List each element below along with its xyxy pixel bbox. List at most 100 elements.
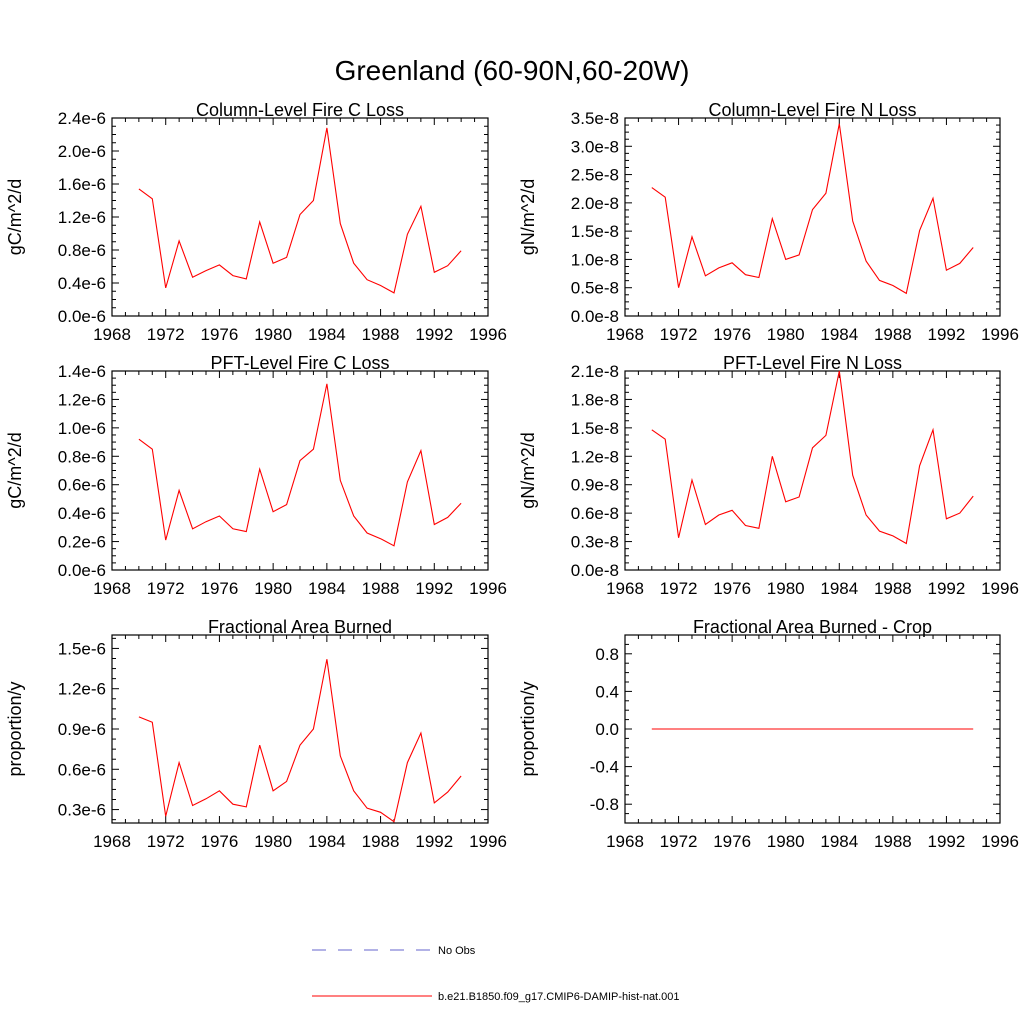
x-tick-label: 1972 [147,325,185,344]
x-tick-label: 1972 [660,832,698,851]
y-tick-label: 0.3e-6 [58,801,106,820]
series-line-1 [651,370,974,545]
plot-frame [624,117,1001,317]
y-tick-label: 1.8e-8 [571,390,619,409]
x-tick-label: 1992 [415,579,453,598]
panels: Column-Level Fire C Loss gC/m^2/d 1968 1972… [5,100,1019,851]
y-tick-label: 1.5e-8 [571,222,619,241]
legend-label-no-obs: No Obs [438,945,476,957]
y-tick-label: 2.0e-8 [571,194,619,213]
y-tick-label: 0.2e-6 [58,533,106,552]
x-tick-label: 1996 [981,832,1019,851]
y-tick-label: 1.2e-8 [571,447,619,466]
x-tick-label: 1988 [874,832,912,851]
x-tick-label: 1968 [606,832,644,851]
x-tick-label: 1976 [713,325,751,344]
x-tick-label: 1976 [201,832,239,851]
y-tick-label: 1.5e-8 [571,419,619,438]
x-tick-label: 1972 [660,579,698,598]
y-tick-label: 2.4e-6 [58,109,106,128]
panel-2: Column-Level Fire N Loss gN/m^2/d 1968 1972… [518,100,1019,344]
y-tick-label: 2.0e-6 [58,142,106,161]
y-tick-label: 0.9e-6 [58,720,106,739]
y-tick-label: 0.6e-8 [571,504,619,523]
x-tick-label: 1984 [820,579,858,598]
y-tick-label: 1.2e-6 [58,680,106,699]
x-tick-label: 1968 [93,832,131,851]
panel-3: PFT-Level Fire C Loss gC/m^2/d 1968 1972 197… [5,353,507,598]
y-tick-label: 0.4e-6 [58,274,106,293]
y-tick-label: -0.8 [590,795,619,814]
x-tick-label: 1992 [928,325,966,344]
x-tick-label: 1984 [308,579,346,598]
y-axis-label: gN/m^2/d [518,179,538,255]
panel-title: Column-Level Fire N Loss [708,100,916,120]
y-tick-label: 1.0e-8 [571,250,619,269]
y-tick-label: 0.4e-6 [58,504,106,523]
x-tick-label: 1984 [308,832,346,851]
x-tick-label: 1988 [362,832,400,851]
x-tick-label: 1984 [308,325,346,344]
x-tick-label: 1976 [713,832,751,851]
panel-4: PFT-Level Fire N Loss gN/m^2/d 1968 1972 197… [518,353,1019,598]
plot-frame [111,117,489,317]
panel-title: Column-Level Fire C Loss [196,100,404,120]
panel-1: Column-Level Fire C Loss gC/m^2/d 1968 1972… [5,100,507,344]
panel-title: Fractional Area Burned [208,617,392,637]
x-tick-label: 1988 [362,325,400,344]
y-tick-label: 3.5e-8 [571,109,619,128]
x-tick-label: 1992 [928,579,966,598]
panel-title: PFT-Level Fire N Loss [723,353,902,373]
series-line-1 [138,659,462,823]
panel-6: Fractional Area Burned - Crop proportion/… [518,617,1019,851]
panel-title: PFT-Level Fire C Loss [210,353,389,373]
y-axis-label: gN/m^2/d [518,432,538,508]
y-tick-label: 0.9e-8 [571,476,619,495]
x-tick-label: 1992 [928,832,966,851]
y-tick-label: 3.0e-8 [571,137,619,156]
y-tick-label: 0.0e-8 [571,561,619,580]
x-tick-label: 1980 [767,832,805,851]
y-tick-label: -0.4 [590,758,619,777]
x-tick-label: 1972 [660,325,698,344]
plot-frame [624,370,1001,571]
y-tick-label: 0.0 [595,720,619,739]
x-tick-label: 1984 [820,832,858,851]
x-tick-label: 1968 [93,579,131,598]
y-tick-label: 0.0e-6 [58,307,106,326]
series-line-1 [138,127,462,294]
x-tick-label: 1968 [93,325,131,344]
plot-frame [111,370,489,571]
x-tick-label: 1996 [469,325,507,344]
x-tick-label: 1996 [469,832,507,851]
x-tick-label: 1976 [713,579,751,598]
y-tick-label: 1.5e-6 [58,639,106,658]
y-tick-label: 0.8e-6 [58,447,106,466]
x-tick-label: 1996 [981,579,1019,598]
x-tick-label: 1980 [254,832,292,851]
x-tick-label: 1980 [767,579,805,598]
y-tick-label: 0.3e-8 [571,533,619,552]
series-line-1 [651,123,974,295]
y-tick-label: 0.6e-6 [58,760,106,779]
x-tick-label: 1980 [767,325,805,344]
x-tick-label: 1968 [606,325,644,344]
x-tick-label: 1996 [469,579,507,598]
x-tick-label: 1996 [981,325,1019,344]
legend-label-run: b.e21.B1850.f09_g17.CMIP6-DAMIP-hist-nat… [438,991,680,1003]
y-tick-label: 0.4 [595,682,619,701]
y-tick-label: 2.5e-8 [571,166,619,185]
x-tick-label: 1984 [820,325,858,344]
y-tick-label: 1.6e-6 [58,175,106,194]
y-axis-label: proportion/y [5,681,25,776]
x-tick-label: 1980 [254,325,292,344]
x-tick-label: 1976 [201,579,239,598]
x-tick-label: 1992 [415,832,453,851]
x-tick-label: 1992 [415,325,453,344]
y-tick-label: 1.4e-6 [58,362,106,381]
x-tick-label: 1968 [606,579,644,598]
series-line-1 [138,383,462,547]
y-tick-label: 0.5e-8 [571,279,619,298]
panel-title: Fractional Area Burned - Crop [693,617,932,637]
